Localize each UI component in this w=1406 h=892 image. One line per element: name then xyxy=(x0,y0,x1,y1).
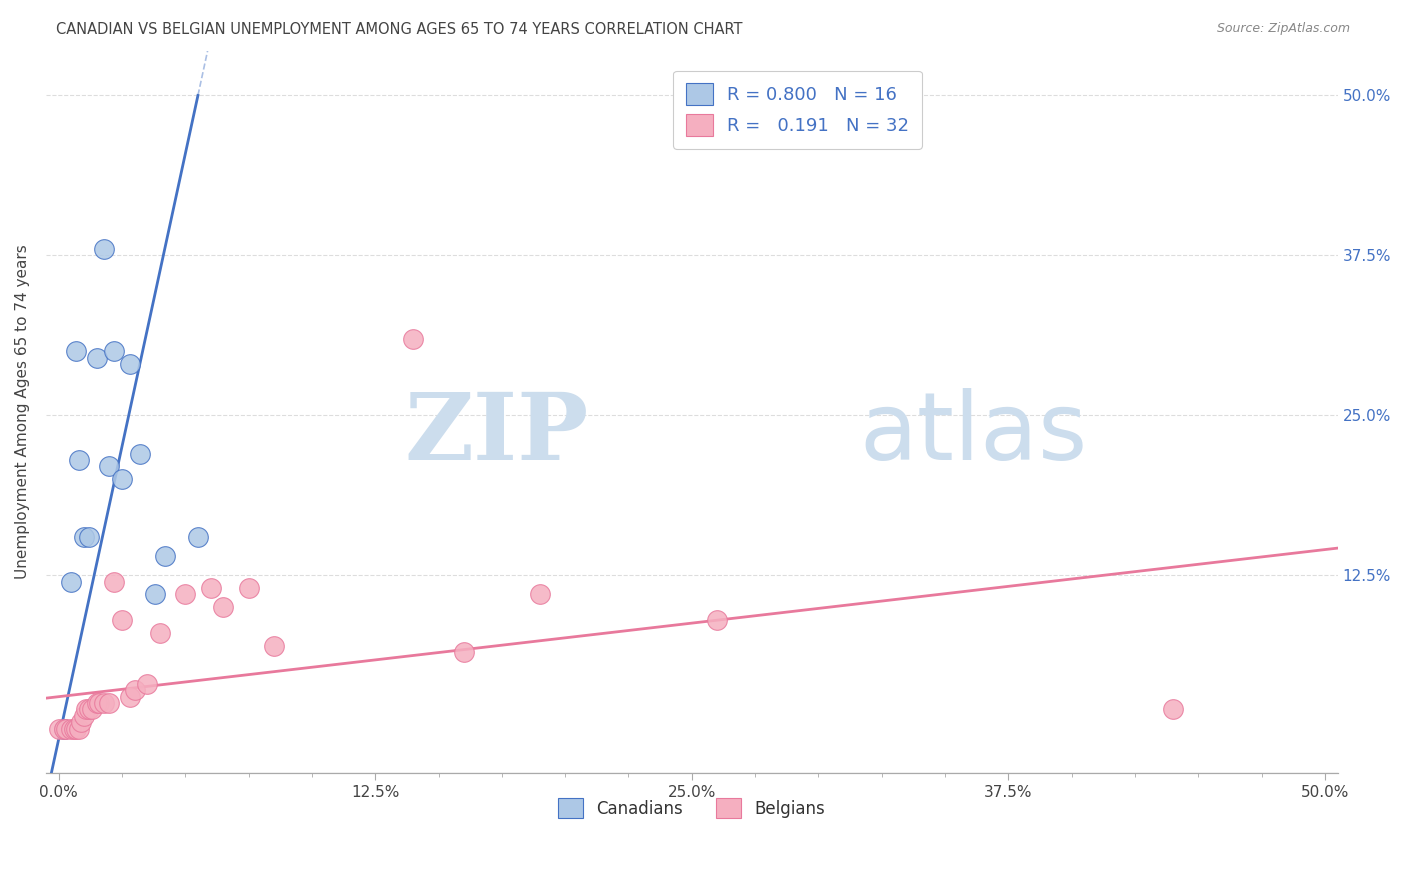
Point xyxy=(402,331,425,345)
Point xyxy=(103,574,125,589)
Point xyxy=(73,530,96,544)
Point xyxy=(187,530,209,544)
Text: atlas: atlas xyxy=(859,388,1088,480)
Point xyxy=(89,696,111,710)
Text: ZIP: ZIP xyxy=(404,389,589,479)
Point xyxy=(76,702,98,716)
Point xyxy=(174,587,197,601)
Point xyxy=(453,645,475,659)
Point xyxy=(70,715,93,730)
Point xyxy=(143,587,166,601)
Text: CANADIAN VS BELGIAN UNEMPLOYMENT AMONG AGES 65 TO 74 YEARS CORRELATION CHART: CANADIAN VS BELGIAN UNEMPLOYMENT AMONG A… xyxy=(56,22,742,37)
Point xyxy=(118,357,141,371)
Point xyxy=(65,722,87,736)
Point xyxy=(67,722,90,736)
Point xyxy=(73,709,96,723)
Y-axis label: Unemployment Among Ages 65 to 74 years: Unemployment Among Ages 65 to 74 years xyxy=(15,244,30,580)
Point xyxy=(93,696,115,710)
Point xyxy=(118,690,141,704)
Point xyxy=(65,344,87,359)
Point xyxy=(55,722,77,736)
Legend: Canadians, Belgians: Canadians, Belgians xyxy=(550,789,834,827)
Point xyxy=(52,722,75,736)
Point xyxy=(149,625,172,640)
Point xyxy=(212,600,235,615)
Point xyxy=(77,702,100,716)
Text: Source: ZipAtlas.com: Source: ZipAtlas.com xyxy=(1216,22,1350,36)
Point xyxy=(111,472,134,486)
Point xyxy=(48,722,70,736)
Point xyxy=(238,581,260,595)
Point xyxy=(67,453,90,467)
Point xyxy=(86,696,108,710)
Point xyxy=(103,344,125,359)
Point xyxy=(98,696,121,710)
Point xyxy=(136,677,159,691)
Point xyxy=(263,639,285,653)
Point xyxy=(77,530,100,544)
Point xyxy=(529,587,551,601)
Point xyxy=(706,613,728,627)
Point xyxy=(60,574,83,589)
Point xyxy=(60,722,83,736)
Point xyxy=(111,613,134,627)
Point xyxy=(52,722,75,736)
Point xyxy=(80,702,103,716)
Point xyxy=(93,242,115,256)
Point xyxy=(200,581,222,595)
Point xyxy=(128,447,150,461)
Point xyxy=(86,351,108,365)
Point xyxy=(1161,702,1184,716)
Point xyxy=(124,683,146,698)
Point xyxy=(153,549,176,563)
Point xyxy=(98,459,121,474)
Point xyxy=(63,722,86,736)
